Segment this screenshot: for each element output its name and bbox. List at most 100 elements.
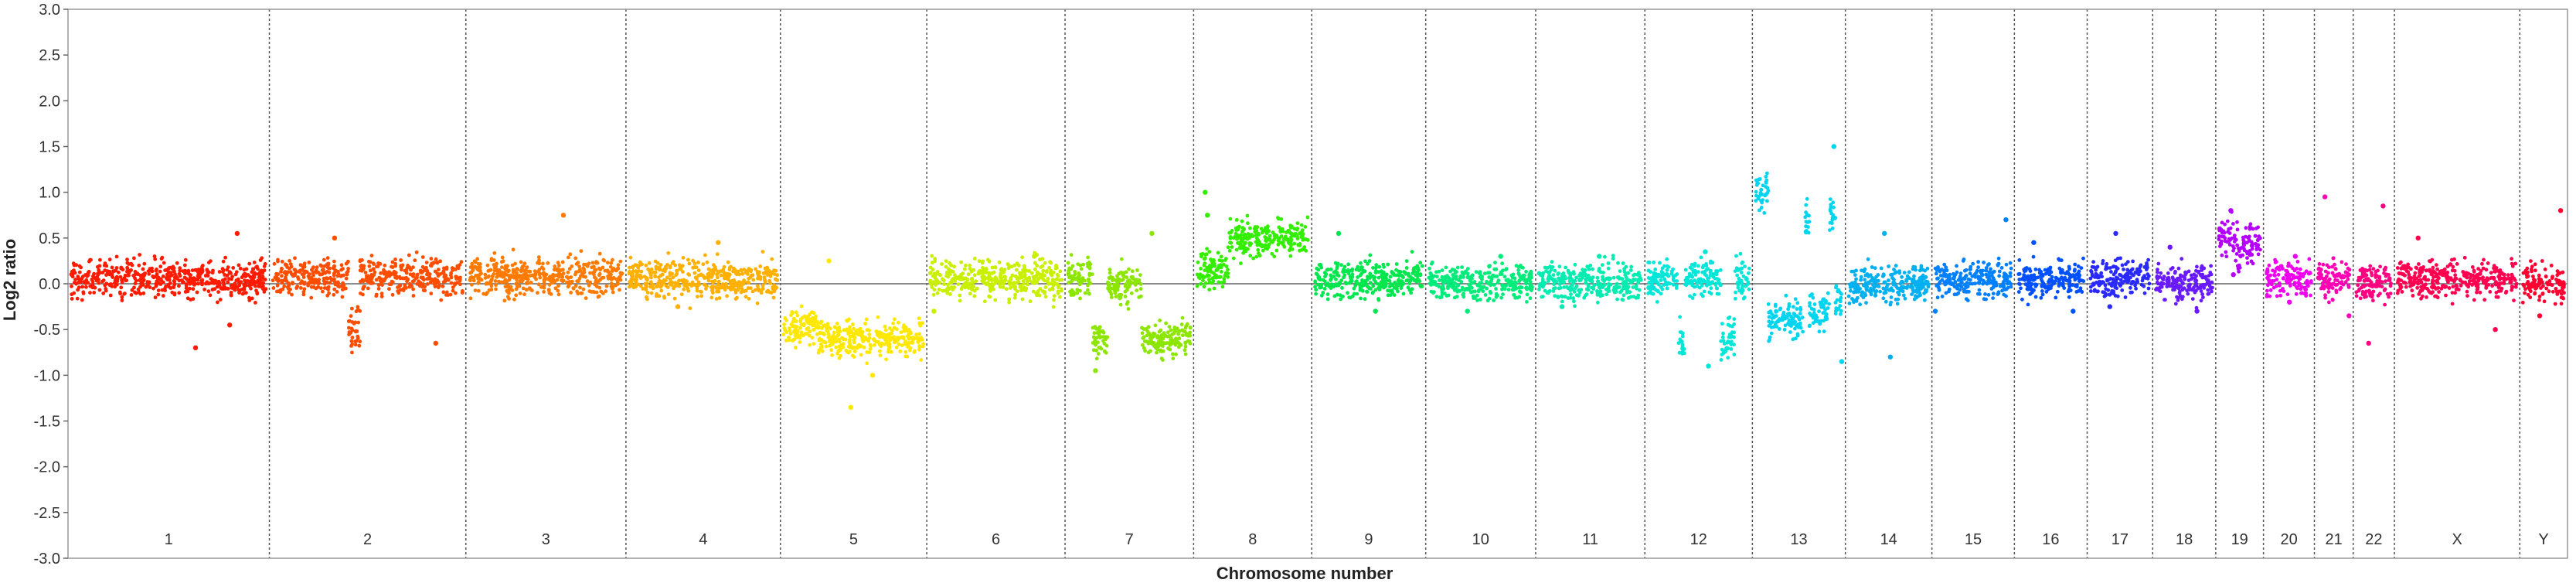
data-point bbox=[504, 279, 508, 283]
data-point bbox=[892, 326, 897, 330]
data-point bbox=[649, 280, 653, 285]
data-point bbox=[666, 251, 671, 255]
data-point bbox=[421, 288, 426, 292]
data-point bbox=[1024, 286, 1029, 291]
data-point bbox=[349, 331, 353, 335]
data-point bbox=[252, 271, 257, 275]
data-point bbox=[1460, 265, 1464, 269]
data-point bbox=[387, 282, 392, 286]
data-point bbox=[1754, 199, 1758, 203]
data-point bbox=[654, 267, 658, 271]
data-point bbox=[1007, 300, 1011, 305]
data-point bbox=[1137, 279, 1142, 283]
data-point bbox=[848, 343, 852, 348]
data-point bbox=[438, 259, 443, 264]
data-point bbox=[1492, 274, 1497, 278]
data-point bbox=[1043, 290, 1047, 295]
data-point bbox=[569, 291, 573, 295]
data-point bbox=[97, 264, 102, 268]
data-point bbox=[1570, 283, 1574, 288]
data-point bbox=[220, 278, 225, 282]
data-point bbox=[120, 298, 124, 302]
data-point bbox=[170, 290, 175, 295]
data-point bbox=[1693, 273, 1698, 277]
data-point bbox=[788, 329, 792, 332]
data-point bbox=[1764, 192, 1768, 196]
data-point bbox=[1720, 353, 1724, 356]
data-point bbox=[302, 287, 307, 292]
data-point bbox=[1758, 208, 1761, 213]
data-point bbox=[117, 290, 122, 295]
data-point bbox=[1332, 270, 1336, 274]
data-point bbox=[500, 265, 504, 269]
data-point bbox=[714, 285, 718, 289]
data-point bbox=[883, 328, 888, 332]
data-point bbox=[308, 272, 311, 277]
data-point bbox=[1600, 293, 1604, 298]
data-point bbox=[177, 291, 182, 295]
data-point bbox=[822, 339, 826, 344]
data-point bbox=[1246, 221, 1250, 226]
data-point bbox=[485, 291, 489, 295]
data-point bbox=[1083, 291, 1087, 295]
data-point bbox=[1788, 330, 1792, 334]
data-point bbox=[876, 315, 880, 319]
data-point bbox=[1662, 264, 1666, 268]
data-point bbox=[499, 280, 504, 285]
data-point bbox=[1103, 349, 1108, 354]
data-point bbox=[374, 292, 379, 297]
data-point bbox=[424, 261, 429, 264]
data-point bbox=[1101, 330, 1106, 335]
data-point bbox=[1314, 288, 1319, 292]
data-point bbox=[1615, 297, 1619, 302]
data-point bbox=[341, 267, 345, 271]
data-point bbox=[897, 342, 901, 346]
data-point bbox=[1794, 336, 1798, 341]
data-point bbox=[1769, 320, 1773, 325]
data-point bbox=[429, 257, 434, 261]
data-point bbox=[1124, 270, 1128, 274]
data-point bbox=[1203, 252, 1208, 257]
data-point bbox=[1548, 264, 1552, 269]
data-point bbox=[1313, 285, 1317, 289]
data-point bbox=[300, 272, 305, 276]
data-point bbox=[144, 285, 148, 289]
data-point bbox=[1003, 278, 1008, 282]
data-point bbox=[1174, 352, 1178, 356]
data-point bbox=[280, 259, 284, 264]
data-point bbox=[1161, 349, 1165, 353]
data-point bbox=[1169, 328, 1173, 332]
data-point bbox=[349, 326, 354, 331]
data-point bbox=[784, 339, 788, 343]
data-point bbox=[153, 295, 158, 300]
data-point bbox=[1758, 191, 1763, 195]
data-point bbox=[141, 279, 145, 283]
data-point bbox=[1760, 200, 1764, 205]
data-point bbox=[584, 274, 587, 279]
data-point bbox=[302, 281, 307, 286]
data-point bbox=[218, 284, 222, 288]
data-point bbox=[1092, 331, 1097, 336]
data-point bbox=[125, 273, 130, 278]
data-point bbox=[1371, 290, 1375, 295]
data-point bbox=[502, 298, 507, 303]
data-point bbox=[1274, 234, 1279, 238]
data-point bbox=[1176, 329, 1181, 334]
data-point bbox=[1501, 283, 1506, 288]
data-point bbox=[772, 268, 776, 273]
data-point bbox=[279, 270, 283, 274]
data-point bbox=[561, 278, 566, 283]
outlier-point bbox=[931, 309, 937, 314]
data-point bbox=[615, 281, 620, 286]
data-point bbox=[1067, 266, 1071, 271]
data-point bbox=[1265, 227, 1269, 230]
data-point bbox=[95, 274, 99, 279]
data-point bbox=[1812, 302, 1817, 306]
data-point bbox=[1787, 312, 1792, 315]
data-point bbox=[280, 278, 284, 283]
data-point bbox=[208, 293, 213, 298]
data-point bbox=[1098, 346, 1102, 349]
data-point bbox=[798, 336, 802, 340]
data-point bbox=[1516, 272, 1521, 277]
data-point bbox=[379, 271, 383, 275]
